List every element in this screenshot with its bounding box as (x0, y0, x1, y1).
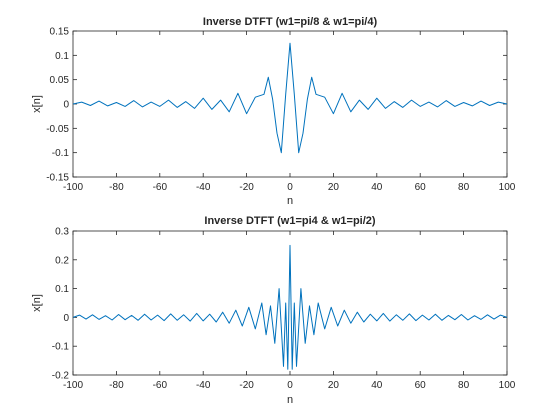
x-ticks: -100 -80 -60 -40 -20 0 20 40 60 80 100 (63, 231, 516, 391)
x-tick-label: 100 (499, 380, 516, 391)
x-tick-label: 40 (371, 182, 383, 193)
x-tick-label: -80 (109, 182, 124, 193)
y-tick-label: -0.15 (46, 173, 69, 184)
axes-frame (72, 30, 508, 178)
x-tick-label: 100 (499, 182, 516, 193)
x-tick-label: -40 (196, 182, 211, 193)
y-tick-label: 0.15 (50, 27, 70, 38)
x-tick-label: 80 (458, 380, 470, 391)
y-axis-label: x[n] (31, 95, 43, 113)
y-tick-label: -0.1 (52, 148, 70, 159)
y-tick-label: -0.05 (46, 124, 69, 135)
subplot-top: -100 -80 -60 -40 -20 0 20 40 60 80 100 -0.15-0.1-0… (31, 16, 516, 207)
series (72, 42, 508, 154)
y-tick-label: 0.05 (50, 75, 70, 86)
x-axis-label: n (287, 394, 293, 406)
x-tick-label: 60 (415, 182, 427, 193)
x-tick-label: -100 (63, 182, 83, 193)
x-tick-label: -60 (153, 182, 168, 193)
x-tick-label: -20 (239, 380, 254, 391)
x-tick-label: -80 (109, 380, 124, 391)
y-tick-label: 0.1 (55, 51, 69, 62)
y-tick-label: 0 (63, 313, 69, 324)
y-tick-label: 0 (63, 100, 69, 111)
x-tick-label: 20 (328, 380, 340, 391)
chart-title: Inverse DTFT (w1=pi4 & w1=pi/2) (204, 215, 375, 227)
y-ticks: -0.15 -0.1 -0.05 0 0.05 0.1 0.15 (46, 27, 507, 184)
y-tick-label: -0.1 (52, 342, 70, 353)
x-tick-label: -60 (153, 380, 168, 391)
series-line (72, 42, 508, 154)
series-line (72, 244, 508, 370)
x-tick-label: -100 (63, 380, 83, 391)
x-tick-label: 80 (458, 182, 470, 193)
x-tick-label: 20 (328, 182, 340, 193)
y-ticks: -0.2 -0.1 0 0.1 0.2 0.3 (52, 227, 507, 382)
x-ticks: -100 -80 -60 -40 -20 0 20 40 60 80 100 (63, 31, 516, 193)
subplot-bottom: -100 -80 -60 -40 -20 0 20 40 60 80 100 -0.2 -0.1 0 0.… (31, 215, 516, 406)
x-tick-label: 0 (287, 182, 293, 193)
x-tick-label: -20 (239, 182, 254, 193)
x-axis-label: n (287, 195, 293, 207)
x-tick-label: 0 (287, 380, 293, 391)
y-tick-label: 0.2 (55, 255, 69, 266)
x-tick-label: -40 (196, 380, 211, 391)
y-tick-label: 0.3 (55, 227, 69, 238)
chart-title: Inverse DTFT (w1=pi/8 & w1=pi/4) (203, 16, 378, 28)
series (72, 244, 508, 370)
x-tick-label: 40 (371, 380, 383, 391)
y-axis-label: x[n] (31, 294, 43, 312)
y-tick-label: 0.1 (55, 284, 69, 295)
y-tick-label: -0.2 (52, 371, 70, 382)
x-tick-label: 60 (415, 380, 427, 391)
